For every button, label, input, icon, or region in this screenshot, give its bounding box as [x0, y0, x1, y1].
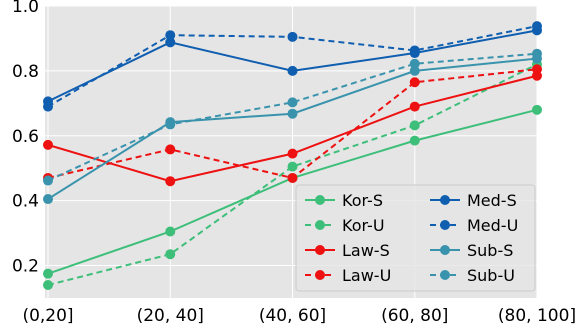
- legend-label: Sub-S: [467, 241, 513, 260]
- data-point: [287, 172, 298, 183]
- x-tick-label: (0,20]: [22, 306, 73, 326]
- data-point: [43, 194, 53, 205]
- series-line: [47, 63, 538, 286]
- legend-item: Sub-S: [430, 241, 513, 260]
- data-point: [409, 135, 420, 146]
- legend-item: Kor-S: [305, 191, 383, 210]
- legend-marker: [315, 195, 325, 205]
- legend-item: Med-S: [430, 191, 517, 210]
- data-point: [409, 45, 420, 56]
- legend-marker: [440, 245, 450, 255]
- data-point: [409, 120, 420, 131]
- data-point: [287, 161, 298, 172]
- series-law-s: [43, 70, 542, 187]
- data-point: [165, 30, 176, 41]
- data-point: [409, 58, 420, 69]
- legend-label: Law-S: [342, 241, 390, 260]
- data-point: [409, 77, 420, 88]
- data-point: [287, 31, 298, 42]
- data-point: [165, 226, 176, 237]
- legend-label: Sub-U: [467, 266, 515, 285]
- legend-marker: [315, 245, 325, 255]
- y-tick-label: 0.6: [12, 127, 39, 147]
- data-point: [165, 176, 176, 187]
- data-point: [43, 139, 53, 150]
- legend-marker: [440, 220, 450, 230]
- series-sub-s: [43, 53, 542, 205]
- data-point: [43, 280, 53, 291]
- data-point: [165, 249, 176, 260]
- legend-label: Med-U: [467, 216, 518, 235]
- data-point: [532, 64, 542, 75]
- data-point: [165, 144, 176, 155]
- data-point: [409, 65, 420, 76]
- y-tick-labels: 0.2 0.4 0.6 0.8 1.0: [12, 0, 39, 277]
- legend-marker: [315, 270, 325, 280]
- legend-label: Law-U: [342, 266, 391, 285]
- data-point: [532, 21, 542, 32]
- data-point: [165, 119, 176, 130]
- series-sub-u: [43, 48, 542, 186]
- data-point: [532, 48, 542, 59]
- data-point: [532, 104, 542, 115]
- legend-item: Law-U: [305, 266, 391, 285]
- data-point: [165, 37, 176, 48]
- data-point: [287, 148, 298, 159]
- legend-item: Med-U: [430, 216, 518, 235]
- legend-marker: [315, 220, 325, 230]
- legend: Kor-S Kor-U Law-S Law-U Med-S Med-U Sub-S Sub-U: [295, 184, 536, 292]
- data-point: [287, 108, 298, 119]
- legend-marker: [440, 195, 450, 205]
- x-tick-label: (40, 60]: [259, 306, 326, 326]
- data-point: [43, 175, 53, 186]
- legend-item: Kor-U: [305, 216, 385, 235]
- legend-label: Kor-S: [342, 191, 383, 210]
- legend-item: Sub-U: [430, 266, 515, 285]
- data-point: [43, 101, 53, 112]
- legend-marker: [440, 270, 450, 280]
- y-tick-label: 1.0: [12, 0, 39, 17]
- data-point: [287, 65, 298, 76]
- data-point: [43, 268, 53, 279]
- y-tick-label: 0.8: [12, 62, 39, 82]
- data-point: [287, 97, 298, 108]
- legend-label: Med-S: [467, 191, 517, 210]
- series-group: [43, 21, 542, 291]
- legend-box: [295, 184, 536, 292]
- y-tick-label: 0.2: [12, 257, 39, 277]
- x-tick-labels: (0,20] (20, 40] (40, 60] (60, 80] (80, 100]: [22, 306, 576, 326]
- x-tick-label: (20, 40]: [137, 306, 204, 326]
- x-tick-label: (60, 80]: [381, 306, 448, 326]
- legend-label: Kor-U: [342, 216, 385, 235]
- x-tick-label: (80, 100]: [498, 306, 576, 326]
- y-tick-label: 0.4: [12, 192, 39, 212]
- data-point: [409, 101, 420, 112]
- series-med-u: [43, 21, 542, 112]
- series-law-u: [43, 64, 542, 183]
- legend-item: Law-S: [305, 241, 390, 260]
